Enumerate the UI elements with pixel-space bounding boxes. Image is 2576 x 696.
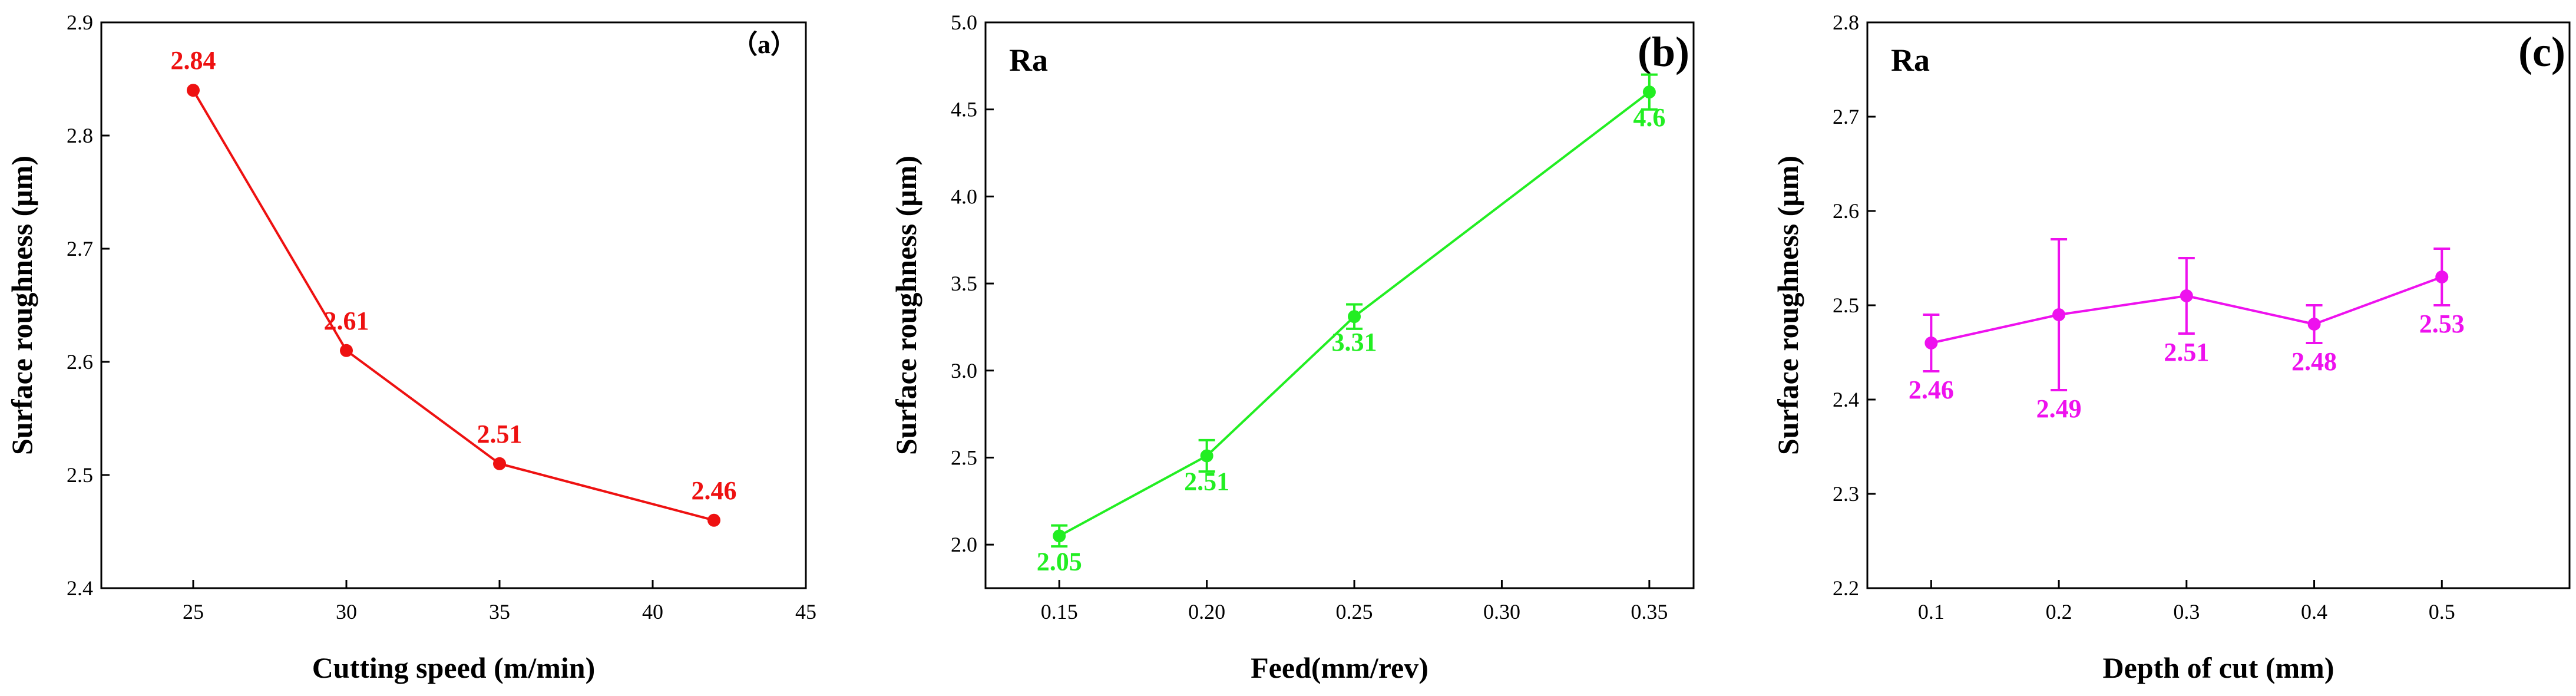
chart-panel-a: 25 30 35 40 45 2.4 2.5 2.6 2.7 2.8 2.9 Cutting spee… [5, 11, 816, 684]
x-tick-label: 45 [795, 600, 816, 624]
data-point [493, 457, 506, 470]
y-tick-label: 2.6 [1833, 199, 1859, 223]
data-point [1924, 337, 1938, 349]
x-tick-label: 0.4 [2301, 600, 2327, 624]
y-tick-label: 2.6 [67, 350, 93, 374]
data-label: 2.51 [2164, 338, 2209, 367]
data-label: 2.61 [324, 306, 369, 335]
data-label: 2.84 [171, 46, 216, 75]
x-tick-label: 0.25 [1336, 600, 1373, 624]
x-tick-label: 0.5 [2429, 600, 2455, 624]
panel-label: (b) [1638, 28, 1689, 75]
chart-panel-b: 0.15 0.20 0.25 0.30 0.35 2.0 2.5 3.0 3.5 4.0 4.5 5.… [889, 11, 1695, 684]
data-label: 2.48 [2291, 347, 2337, 376]
y-axis-title: Surface roughness (μm) [1771, 156, 1804, 455]
y-axis-title: Surface roughness (μm) [5, 156, 38, 455]
y-tick-label: 2.0 [951, 533, 977, 556]
y-tick-label: 2.8 [67, 124, 93, 147]
y-tick-label: 2.5 [1833, 293, 1859, 317]
data-point [1200, 449, 1213, 463]
y-tick-label: 2.7 [67, 237, 93, 260]
x-tick-label: 0.20 [1188, 600, 1225, 624]
data-label: 2.49 [2036, 394, 2082, 423]
y-tick-label: 3.0 [951, 359, 977, 382]
y-tick-label: 2.2 [1833, 576, 1859, 600]
y-tick-label: 4.5 [951, 98, 977, 121]
y-tick-label: 2.3 [1833, 482, 1859, 506]
data-label: 2.53 [2419, 309, 2465, 338]
x-axis-title: Depth of cut (mm) [2103, 651, 2334, 684]
data-label: 3.31 [1332, 328, 1377, 357]
data-point [2435, 271, 2449, 283]
x-tick-label: 30 [336, 600, 357, 624]
x-tick-label: 0.2 [2046, 600, 2072, 624]
data-point [2180, 289, 2193, 302]
data-point [340, 344, 353, 357]
panel-label: （a） [732, 30, 796, 59]
chart-panel-c: 0.1 0.2 0.3 0.4 0.5 2.2 2.3 2.4 2.5 2.6 2.7 2.8 Dept… [1771, 11, 2571, 684]
x-tick-label: 0.35 [1631, 600, 1668, 624]
data-point [1053, 529, 1066, 543]
y-tick-label: 2.5 [951, 446, 977, 469]
data-point [2052, 308, 2066, 321]
y-axis-title: Surface roughness (μm) [889, 156, 922, 455]
panel-label: (c) [2518, 28, 2565, 75]
x-tick-label: 35 [489, 600, 510, 624]
y-tick-label: 2.9 [67, 11, 93, 34]
x-tick-label: 0.15 [1041, 600, 1078, 624]
corner-label: Ra [1009, 42, 1048, 78]
y-tick-label: 4.0 [951, 184, 977, 208]
x-tick-label: 25 [183, 600, 204, 624]
y-tick-label: 2.7 [1833, 105, 1859, 128]
data-point [187, 84, 200, 97]
y-tick-label: 2.8 [1833, 11, 1859, 34]
data-point [1642, 85, 1656, 99]
data-label: 2.05 [1037, 547, 1082, 576]
series-line [192, 90, 715, 522]
y-tick-label: 3.5 [951, 272, 977, 295]
x-axis-title: Cutting speed (m/min) [312, 651, 596, 684]
data-point [707, 513, 720, 527]
data-point [2307, 318, 2321, 331]
x-tick-label: 0.30 [1483, 600, 1520, 624]
corner-label: Ra [1891, 42, 1930, 78]
data-label: 2.51 [477, 420, 523, 448]
plot-frame [984, 21, 1695, 589]
y-tick-label: 2.4 [67, 576, 93, 600]
plot-frame [100, 21, 807, 589]
y-tick-label: 5.0 [951, 11, 977, 34]
data-label: 2.46 [1909, 375, 1954, 404]
x-axis-title: Feed(mm/rev) [1251, 651, 1428, 684]
data-point [1348, 310, 1361, 324]
x-tick-label: 0.3 [2173, 600, 2200, 624]
x-tick-label: 40 [642, 600, 663, 624]
plot-frame [1866, 21, 2571, 589]
y-tick-label: 2.4 [1833, 388, 1859, 411]
y-tick-label: 2.5 [67, 463, 93, 487]
data-label: 2.46 [692, 476, 737, 505]
data-label: 2.51 [1184, 467, 1229, 496]
data-label: 4.6 [1633, 103, 1665, 132]
series-line [1059, 91, 1651, 537]
x-tick-label: 0.1 [1918, 600, 1945, 624]
